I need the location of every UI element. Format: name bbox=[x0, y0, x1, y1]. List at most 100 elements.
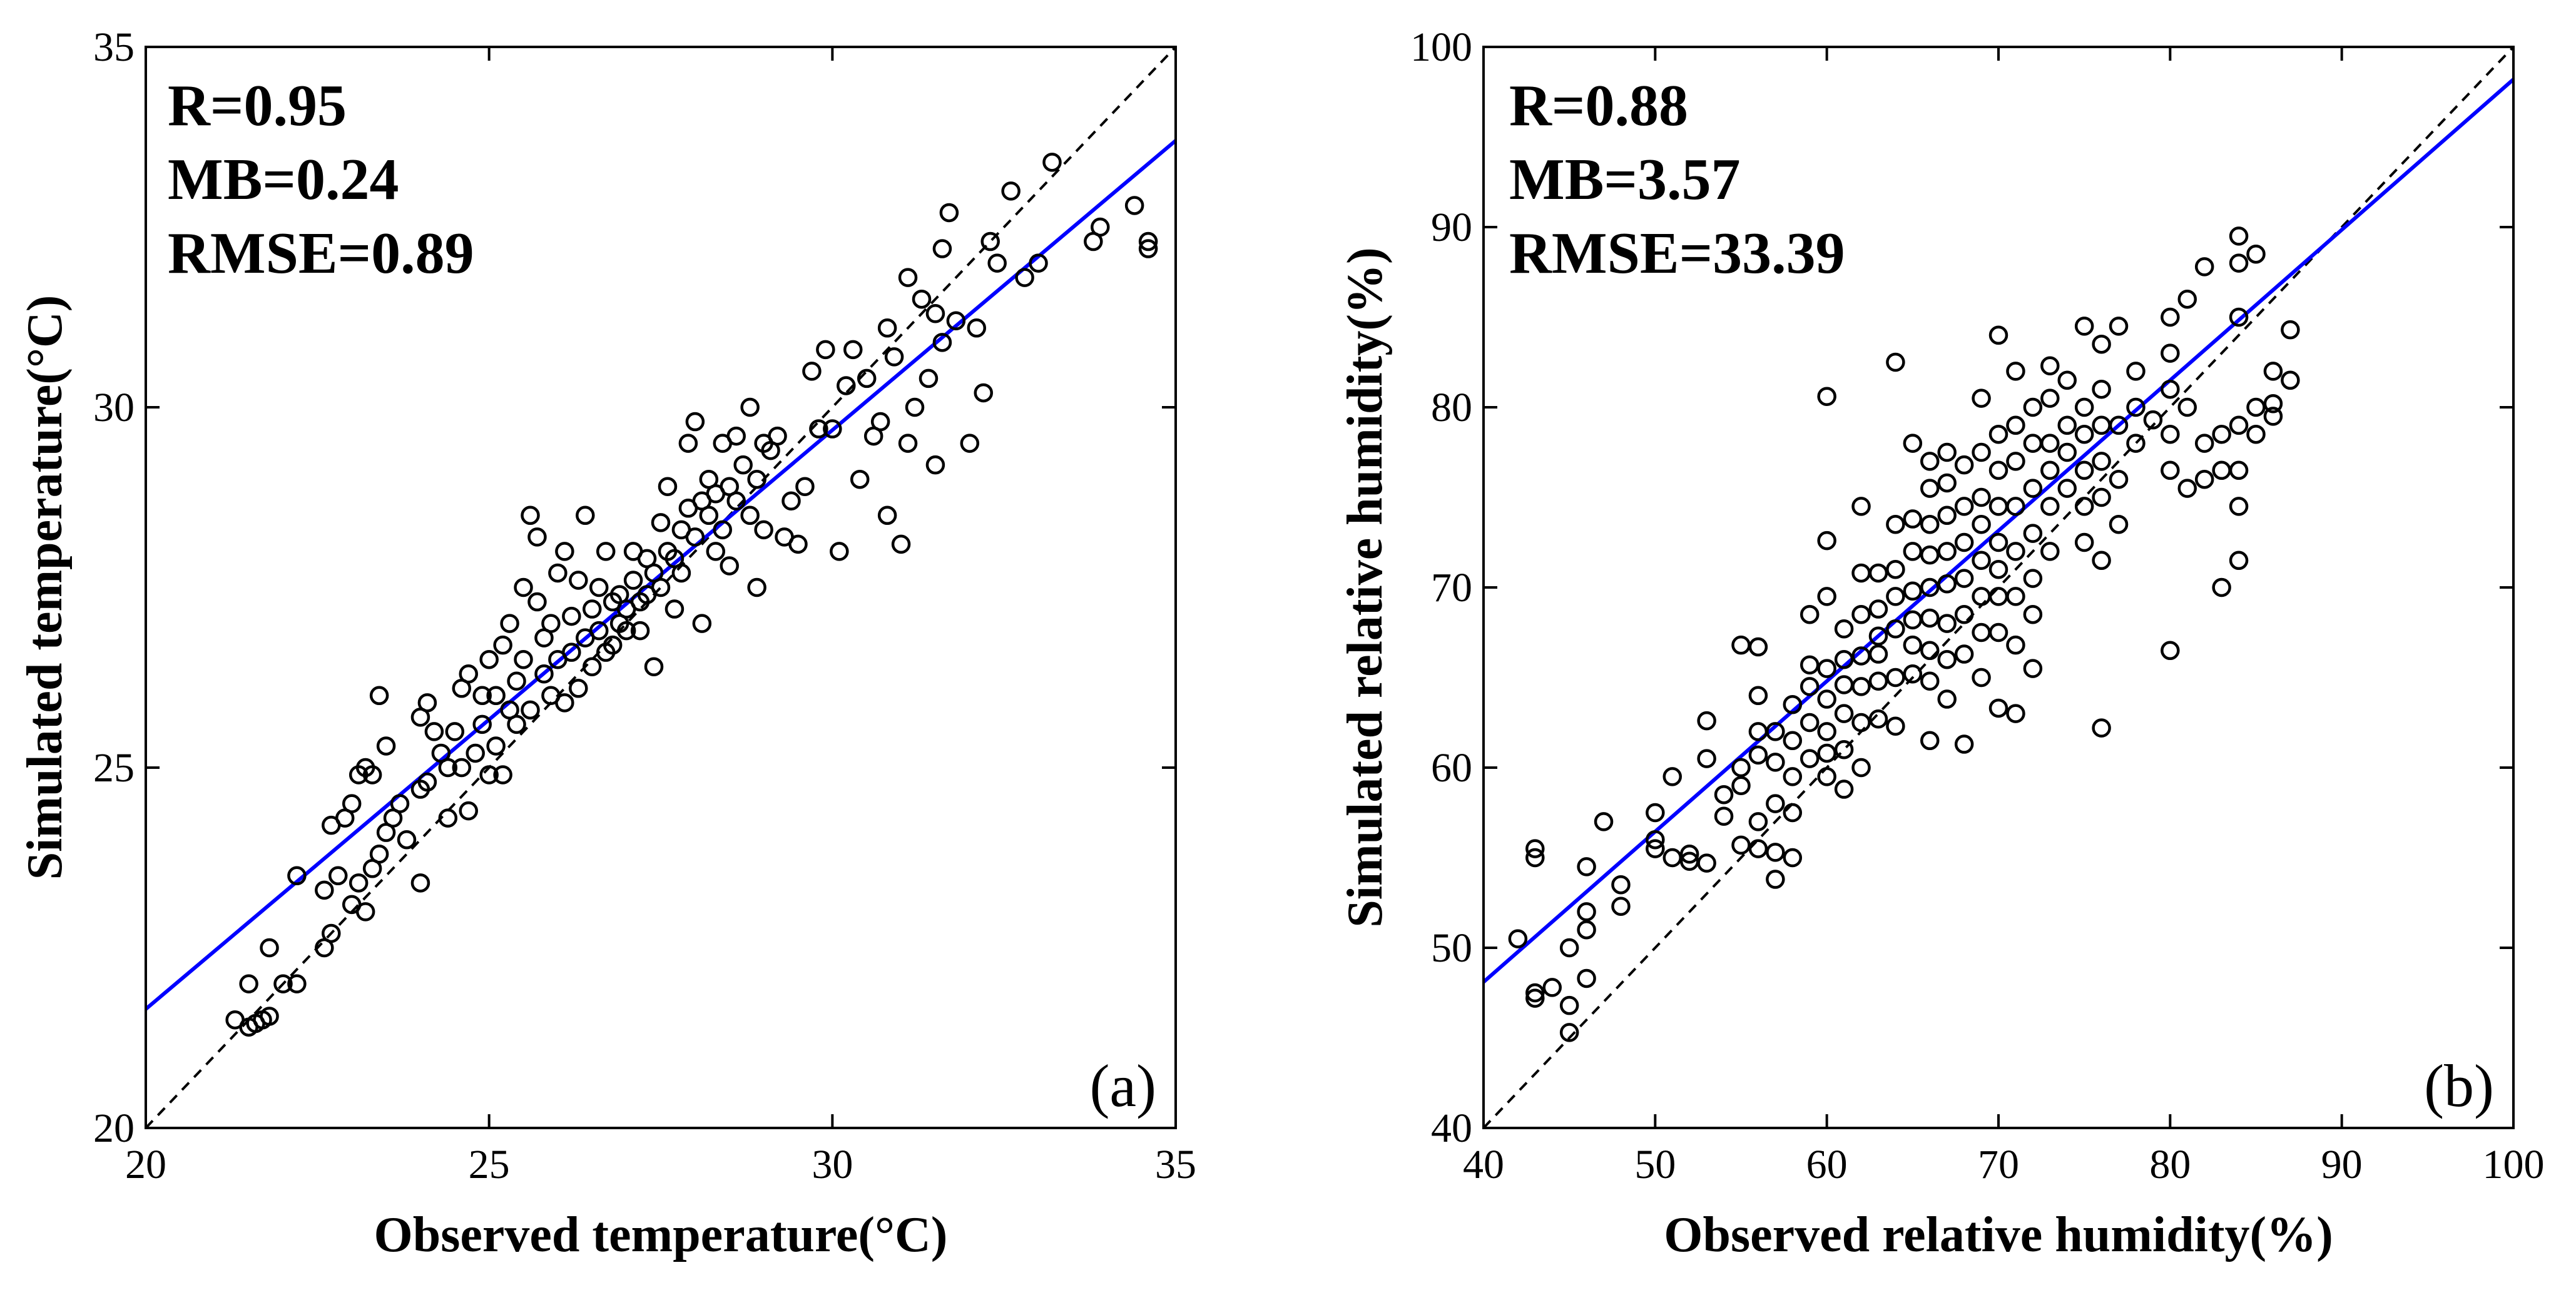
data-point-b bbox=[1611, 875, 1631, 895]
data-point-b bbox=[2092, 334, 2111, 354]
data-point-b bbox=[1954, 644, 1974, 664]
data-point-b bbox=[1800, 749, 1820, 768]
data-point-b bbox=[1988, 460, 2008, 480]
data-point-a bbox=[932, 239, 952, 258]
data-point-b bbox=[2126, 397, 2146, 417]
data-point-a bbox=[1124, 196, 1144, 215]
data-point-b bbox=[2092, 379, 2111, 399]
data-point-b bbox=[1817, 689, 1836, 709]
data-point-b bbox=[2246, 244, 2266, 264]
data-point-b bbox=[2074, 532, 2094, 552]
data-point-a bbox=[1042, 153, 1062, 172]
data-point-b bbox=[2006, 542, 2025, 561]
data-point-b bbox=[1817, 767, 1836, 786]
data-point-b bbox=[1766, 843, 1785, 862]
data-point-b bbox=[1954, 604, 1974, 624]
data-point-b bbox=[1937, 614, 1957, 633]
data-point-b bbox=[1646, 839, 1665, 858]
data-point-a bbox=[843, 340, 863, 360]
data-point-a bbox=[397, 830, 417, 850]
data-point-a bbox=[932, 333, 952, 352]
data-point-b bbox=[1559, 938, 1579, 958]
data-point-a bbox=[424, 722, 444, 741]
data-point-b bbox=[1783, 694, 1803, 714]
data-point-a bbox=[630, 621, 650, 641]
data-point-a bbox=[877, 505, 897, 526]
data-point-a bbox=[623, 571, 643, 590]
data-point-b bbox=[1954, 497, 1974, 516]
data-point-a bbox=[493, 765, 512, 785]
panel-label-b: (b) bbox=[2424, 1052, 2494, 1119]
data-point-b bbox=[1903, 509, 1923, 529]
data-point-b bbox=[1834, 780, 1854, 799]
data-point-b bbox=[2161, 343, 2180, 363]
data-point-a bbox=[417, 772, 437, 792]
data-point-b bbox=[1972, 551, 1991, 571]
data-point-b bbox=[1920, 452, 1940, 471]
data-point-a bbox=[987, 253, 1007, 273]
data-point-b bbox=[1851, 758, 1871, 778]
data-point-a bbox=[616, 621, 636, 641]
data-point-a bbox=[322, 923, 341, 943]
data-point-a bbox=[733, 455, 753, 475]
data-point-a bbox=[569, 571, 588, 590]
data-point-b bbox=[1525, 839, 1545, 858]
x-tick-label-b: 100 bbox=[2483, 1142, 2545, 1187]
data-point-b bbox=[2109, 415, 2129, 435]
data-point-b bbox=[2246, 397, 2266, 417]
x-tick-label-a: 20 bbox=[125, 1142, 166, 1187]
data-point-b bbox=[1748, 722, 1768, 741]
data-point-a bbox=[692, 614, 712, 633]
data-point-b bbox=[2057, 479, 2077, 498]
data-point-a bbox=[569, 679, 588, 698]
data-point-a bbox=[781, 491, 801, 511]
y-tick-label-b: 50 bbox=[1431, 925, 1472, 971]
data-point-b bbox=[1611, 896, 1631, 917]
data-point-b bbox=[1697, 749, 1716, 768]
data-point-b bbox=[1525, 983, 1545, 1003]
data-point-a bbox=[459, 801, 478, 821]
data-point-b bbox=[1937, 649, 1957, 669]
data-point-b bbox=[2263, 407, 2283, 426]
data-point-b bbox=[1920, 514, 1940, 534]
data-point-b bbox=[1920, 671, 1940, 691]
data-point-a bbox=[1138, 231, 1158, 251]
data-point-a bbox=[664, 599, 685, 619]
data-point-b bbox=[1972, 389, 1991, 408]
stat-r-b: R=0.88 bbox=[1509, 73, 1688, 138]
data-point-a bbox=[589, 577, 609, 597]
data-point-b bbox=[1886, 587, 1905, 606]
data-point-b bbox=[2006, 497, 2025, 516]
data-point-b bbox=[1988, 532, 2008, 552]
data-point-b bbox=[2074, 460, 2094, 480]
y-tick-label-b: 70 bbox=[1431, 565, 1472, 611]
data-point-b bbox=[1920, 545, 1940, 565]
data-point-b bbox=[1697, 853, 1716, 873]
data-point-b bbox=[2006, 704, 2025, 723]
data-point-a bbox=[946, 311, 966, 331]
data-point-a bbox=[273, 974, 293, 993]
y-tick-label-b: 90 bbox=[1431, 205, 1472, 250]
data-point-b bbox=[2281, 370, 2300, 390]
data-point-b bbox=[2229, 226, 2249, 246]
data-point-a bbox=[349, 873, 369, 893]
data-point-b bbox=[2194, 257, 2214, 277]
data-point-b bbox=[1851, 563, 1871, 583]
data-point-a bbox=[795, 477, 815, 496]
data-point-a bbox=[417, 693, 437, 713]
panel-label-a: (a) bbox=[1089, 1052, 1156, 1119]
data-point-b bbox=[1988, 325, 2008, 345]
data-point-a bbox=[562, 606, 581, 626]
panel-a: 20 25 30 35 20 25 30 35 R=0.95 MB=0.24 RMSE=0.8… bbox=[18, 24, 1196, 1262]
data-point-b bbox=[1954, 734, 1974, 754]
data-point-b bbox=[1920, 479, 1940, 498]
data-point-a bbox=[706, 542, 726, 561]
data-point-a bbox=[685, 412, 705, 432]
data-point-a bbox=[452, 758, 472, 778]
data-point-b bbox=[1748, 745, 1768, 765]
data-point-b bbox=[1800, 713, 1820, 733]
data-point-b bbox=[2023, 659, 2043, 678]
data-point-a bbox=[486, 736, 506, 756]
data-point-b bbox=[1766, 870, 1785, 889]
data-point-b bbox=[2092, 487, 2111, 507]
